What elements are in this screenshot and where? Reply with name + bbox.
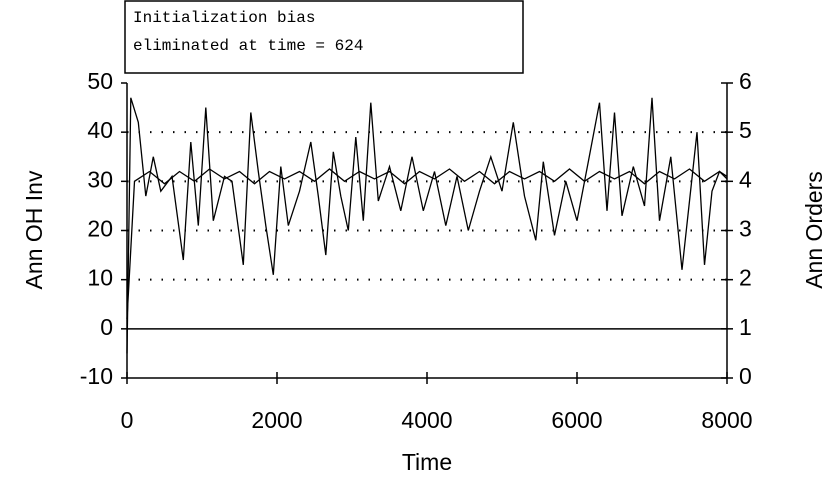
series-line xyxy=(126,97,728,354)
y-tick-label: 40 xyxy=(87,117,113,143)
y2-tick-label: 3 xyxy=(739,216,752,242)
y2-tick-label: 4 xyxy=(739,166,752,192)
annotation: Initialization bias xyxy=(133,9,315,27)
x-tick-label: 2000 xyxy=(251,407,302,433)
y2-axis-label: Ann Orders xyxy=(801,171,827,289)
y-tick-label: -10 xyxy=(80,363,113,389)
x-tick-label: 4000 xyxy=(401,407,452,433)
y2-tick-label: 0 xyxy=(739,363,752,389)
y-tick-label: 10 xyxy=(87,265,113,291)
annotation-box xyxy=(124,0,524,74)
x-axis-label: Time xyxy=(402,449,452,475)
y-tick-label: 20 xyxy=(87,216,113,242)
y2-tick-label: 5 xyxy=(739,117,752,143)
y-tick-label: 50 xyxy=(87,68,113,94)
y-tick-label: 0 xyxy=(100,314,113,340)
x-tick-label: 6000 xyxy=(551,407,602,433)
series-line xyxy=(126,168,728,320)
x-tick-label: 8000 xyxy=(701,407,752,433)
y-tick-label: 30 xyxy=(87,166,113,192)
x-tick-label: 0 xyxy=(121,407,134,433)
y2-tick-label: 6 xyxy=(739,68,752,94)
y2-tick-label: 2 xyxy=(739,265,752,291)
annotation: eliminated at time = 624 xyxy=(133,37,363,55)
y2-tick-label: 1 xyxy=(739,314,752,340)
y-axis-label: Ann OH Inv xyxy=(21,170,47,289)
